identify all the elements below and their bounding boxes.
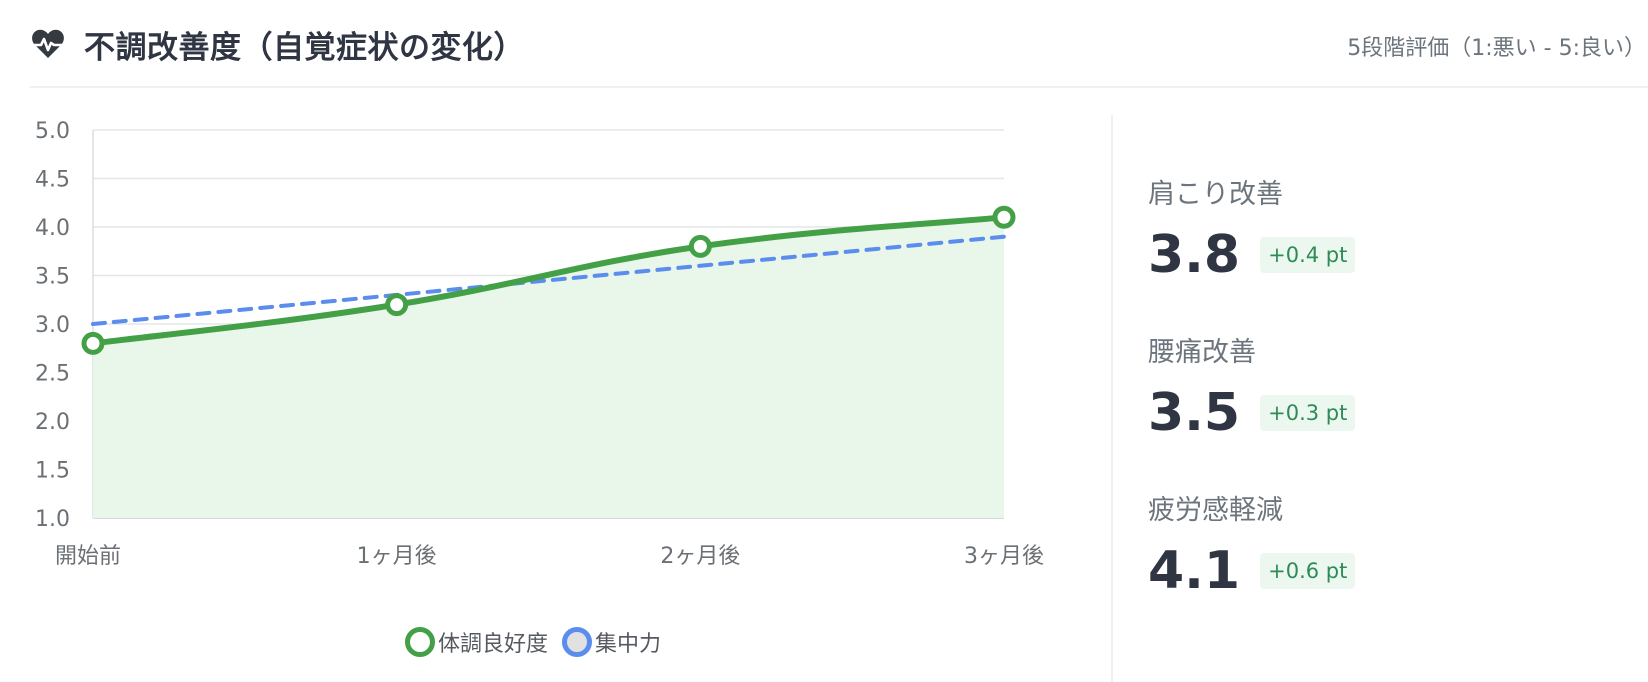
page-title: 不調改善度（自覚症状の変化） bbox=[84, 30, 525, 66]
y-tick-label: 1.0 bbox=[35, 507, 70, 532]
stat-delta-badge: +0.6 pt bbox=[1260, 553, 1356, 589]
x-tick-label: 開始前 bbox=[55, 544, 121, 569]
stat-value: 4.1 bbox=[1148, 541, 1241, 601]
stat-label: 疲労感軽減 bbox=[1148, 495, 1283, 526]
y-tick-label: 2.0 bbox=[35, 410, 70, 435]
y-tick-label: 4.5 bbox=[35, 168, 70, 193]
legend-item-focus[interactable]: 集中力 bbox=[562, 626, 661, 658]
stat-backpain: 腰痛改善 3.5 +0.3 pt bbox=[1148, 333, 1628, 491]
x-tick-label: 3ヶ月後 bbox=[964, 544, 1044, 569]
stat-delta-badge: +0.3 pt bbox=[1260, 395, 1356, 431]
panel-divider bbox=[1111, 115, 1113, 682]
y-tick-label: 1.5 bbox=[35, 459, 70, 484]
heart-pulse-icon bbox=[31, 29, 65, 58]
stat-label: 腰痛改善 bbox=[1148, 337, 1256, 368]
y-tick-label: 4.0 bbox=[35, 216, 70, 241]
x-tick-label: 2ヶ月後 bbox=[660, 544, 740, 569]
series-line-condition bbox=[92, 214, 1005, 347]
chart-canvas: 1.0 1.5 2.0 2.5 3.0 3.5 4.0 4.5 5.0 開始前 1ヶ月後 2ヶ月後 3ヶ… bbox=[35, 119, 1044, 569]
series-line-focus bbox=[91, 234, 1006, 326]
card-header: 不調改善度（自覚症状の変化） 5段階評価（1:悪い - 5:良い） bbox=[30, 0, 1648, 88]
legend-item-condition[interactable]: 体調良好度 bbox=[405, 626, 548, 658]
stat-delta-badge: +0.4 pt bbox=[1260, 237, 1356, 273]
legend-swatch-focus bbox=[562, 627, 593, 657]
stat-value: 3.5 bbox=[1148, 383, 1241, 443]
data-point-condition bbox=[385, 293, 409, 317]
stat-fatigue: 疲労感軽減 4.1 +0.6 pt bbox=[1148, 491, 1628, 649]
data-point-condition bbox=[688, 234, 712, 258]
stat-shoulder: 肩こり改善 3.8 +0.4 pt bbox=[1148, 175, 1628, 333]
chart-legend: 体調良好度 集中力 bbox=[405, 620, 675, 664]
legend-swatch-condition bbox=[405, 627, 435, 657]
line-chart: 1.0 1.5 2.0 2.5 3.0 3.5 4.0 4.5 5.0 開始前 1ヶ月後 2ヶ月後 3ヶ… bbox=[0, 100, 1110, 682]
data-point-condition bbox=[81, 331, 105, 355]
legend-label-focus: 集中力 bbox=[595, 632, 662, 657]
y-tick-label: 3.0 bbox=[35, 313, 70, 338]
legend-label-condition: 体調良好度 bbox=[438, 632, 549, 657]
data-point-condition bbox=[992, 205, 1016, 229]
y-tick-label: 5.0 bbox=[35, 119, 70, 144]
series-area-condition bbox=[93, 217, 1004, 519]
y-tick-label: 3.5 bbox=[35, 265, 70, 290]
stat-value: 3.8 bbox=[1148, 225, 1241, 285]
rating-scale-note: 5段階評価（1:悪い - 5:良い） bbox=[1347, 36, 1646, 61]
stats-panel: 肩こり改善 3.8 +0.4 pt 腰痛改善 3.5 +0.3 pt 疲労感軽減… bbox=[1148, 175, 1628, 649]
stat-label: 肩こり改善 bbox=[1148, 179, 1283, 210]
y-tick-label: 2.5 bbox=[35, 362, 70, 387]
x-tick-label: 1ヶ月後 bbox=[357, 544, 437, 569]
